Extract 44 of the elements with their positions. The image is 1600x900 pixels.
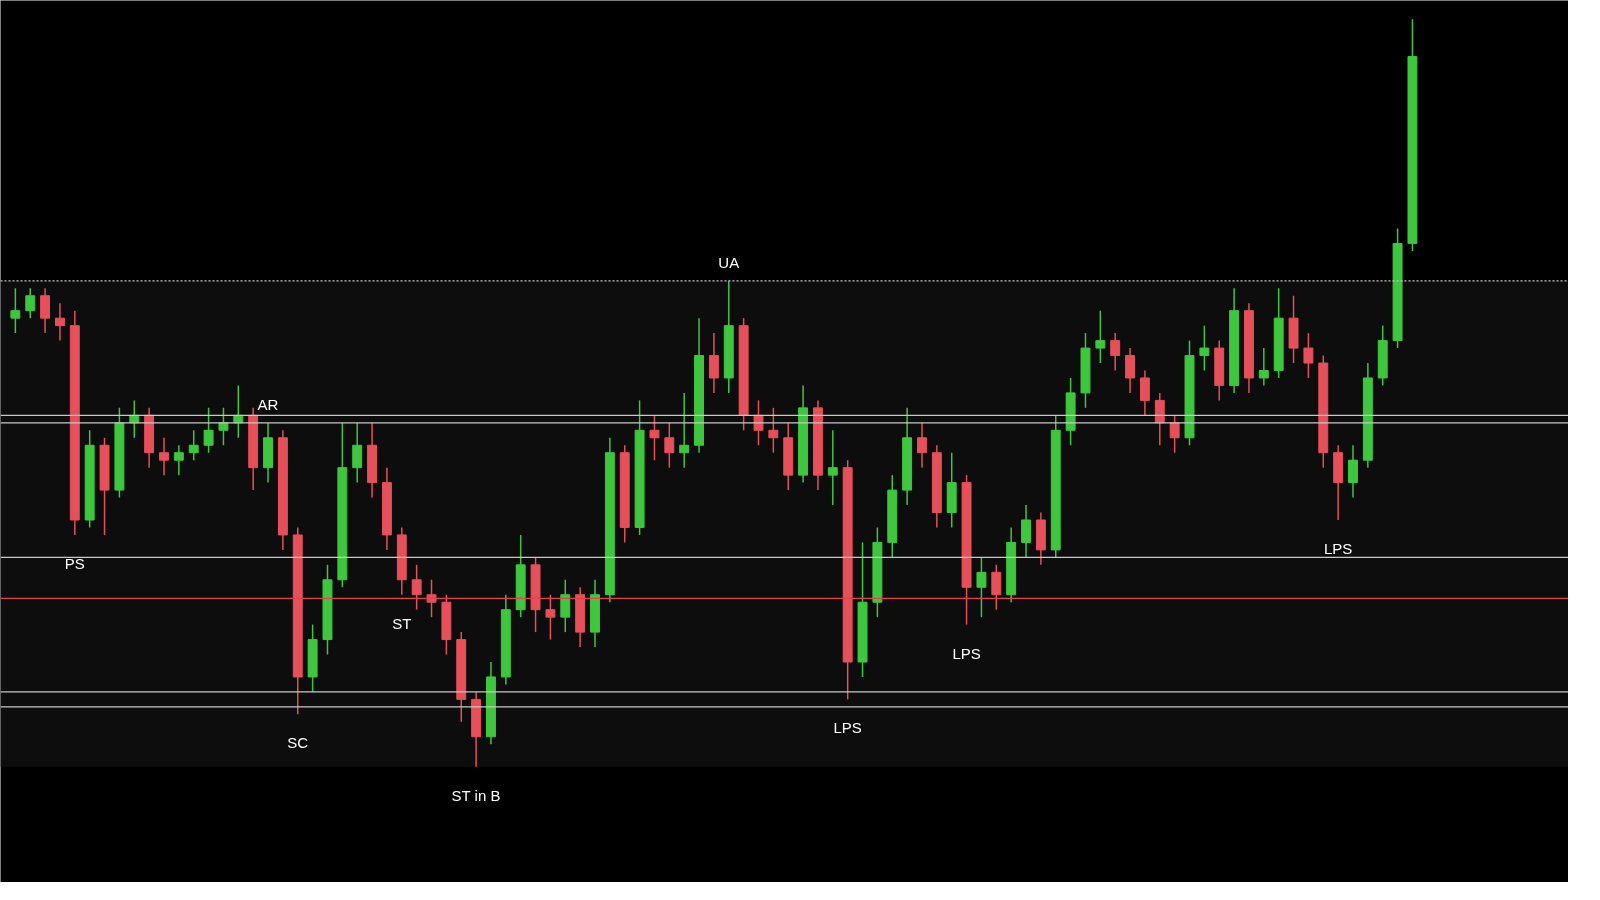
candlestick — [1095, 309, 1106, 364]
candlestick — [218, 407, 229, 446]
annotation: LPS — [952, 644, 981, 662]
candlestick — [768, 407, 779, 454]
candlestick — [40, 287, 51, 334]
annotation: ST — [392, 614, 412, 632]
candlestick — [1258, 347, 1269, 387]
candlestick — [1125, 347, 1136, 394]
candlestick — [159, 437, 169, 476]
candlestick — [917, 422, 927, 469]
annotation: AR — [257, 395, 279, 413]
candlestick — [203, 407, 214, 454]
candlestick — [1303, 332, 1314, 379]
candlestick — [1154, 392, 1165, 446]
candlestick — [426, 579, 437, 618]
candlestick — [708, 332, 719, 394]
candlestick — [560, 579, 571, 633]
candlestick — [411, 564, 422, 611]
candlestick — [173, 444, 184, 476]
annotation: ST in B — [451, 786, 501, 804]
candlestick — [54, 302, 65, 342]
candlestick — [976, 556, 987, 618]
annotation: PS — [64, 554, 85, 572]
candlestick — [827, 429, 838, 506]
annotation: LPS — [833, 719, 862, 737]
candlestick — [352, 422, 363, 484]
candlestick — [649, 414, 660, 461]
candlestick — [1348, 444, 1358, 499]
candlestick — [991, 564, 1002, 611]
candlestick — [1110, 332, 1121, 372]
candlestick — [188, 429, 199, 461]
candlestick — [679, 392, 690, 469]
annotation: UA — [718, 253, 740, 271]
candlestick — [1169, 414, 1180, 454]
candlestick — [753, 399, 764, 446]
candlestick — [545, 593, 556, 641]
candlestick — [10, 287, 21, 334]
candlestick — [1021, 504, 1031, 559]
candlestick — [1139, 369, 1150, 417]
candlestick — [1199, 324, 1210, 372]
annotation: SC — [287, 734, 309, 752]
candlestick — [25, 287, 36, 319]
candlestick — [664, 422, 675, 469]
annotation: LPS — [1323, 539, 1353, 557]
